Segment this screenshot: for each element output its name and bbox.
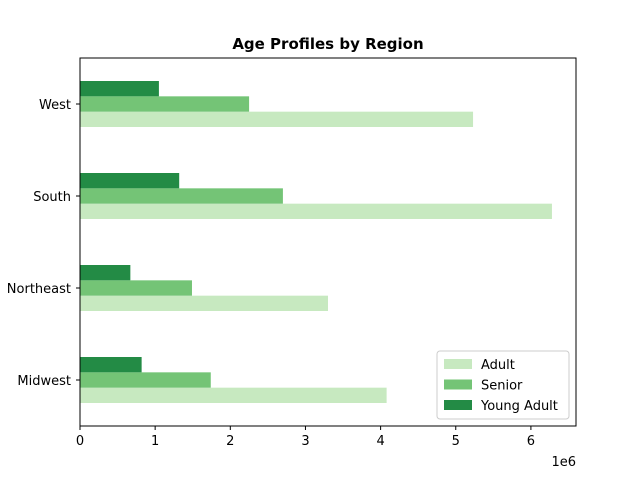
legend: Adult Senior Young Adult bbox=[436, 350, 570, 420]
y-tick-label-northeast: Northeast bbox=[7, 282, 71, 297]
bar-northeast-adult bbox=[80, 295, 328, 312]
x-tick-label: 6 bbox=[527, 434, 535, 449]
bar-northeast-young-adult bbox=[80, 264, 131, 281]
bar-west-adult bbox=[80, 111, 474, 128]
x-tick-label: 3 bbox=[301, 434, 309, 449]
legend-label-adult: Adult bbox=[481, 358, 515, 373]
legend-swatch-adult bbox=[444, 359, 472, 369]
legend-swatch-young-adult bbox=[444, 400, 472, 410]
y-tick-label-west: West bbox=[39, 98, 71, 113]
bar-south-adult bbox=[80, 203, 552, 220]
x-axis-offset-text: 1e6 bbox=[551, 455, 576, 470]
y-tick-label-south: South bbox=[33, 190, 71, 205]
legend-label-young-adult: Young Adult bbox=[480, 399, 558, 414]
legend-swatch-senior bbox=[444, 379, 472, 390]
bar-midwest-adult bbox=[80, 387, 387, 404]
chart-title: Age Profiles by Region bbox=[232, 35, 423, 53]
x-tick-label: 1 bbox=[151, 434, 159, 449]
bar-midwest-senior bbox=[80, 372, 211, 388]
bar-south-senior bbox=[80, 188, 283, 204]
bar-midwest-young-adult bbox=[80, 356, 142, 373]
x-tick-label: 2 bbox=[226, 434, 234, 449]
bar-west-senior bbox=[80, 96, 250, 112]
bar-west-young-adult bbox=[80, 80, 159, 97]
x-tick-label: 4 bbox=[376, 434, 384, 449]
x-tick-label: 0 bbox=[76, 434, 84, 449]
axes-group: 0 1 2 3 4 5 6 Midwest Northeast South West bbox=[7, 57, 577, 449]
legend-label-senior: Senior bbox=[481, 379, 523, 394]
bar-northeast-senior bbox=[80, 280, 192, 296]
plot-frame bbox=[79, 57, 577, 427]
bar-south-young-adult bbox=[80, 172, 180, 189]
x-tick-label: 5 bbox=[452, 434, 460, 449]
y-tick-label-midwest: Midwest bbox=[17, 374, 71, 389]
bars-group bbox=[80, 80, 552, 404]
